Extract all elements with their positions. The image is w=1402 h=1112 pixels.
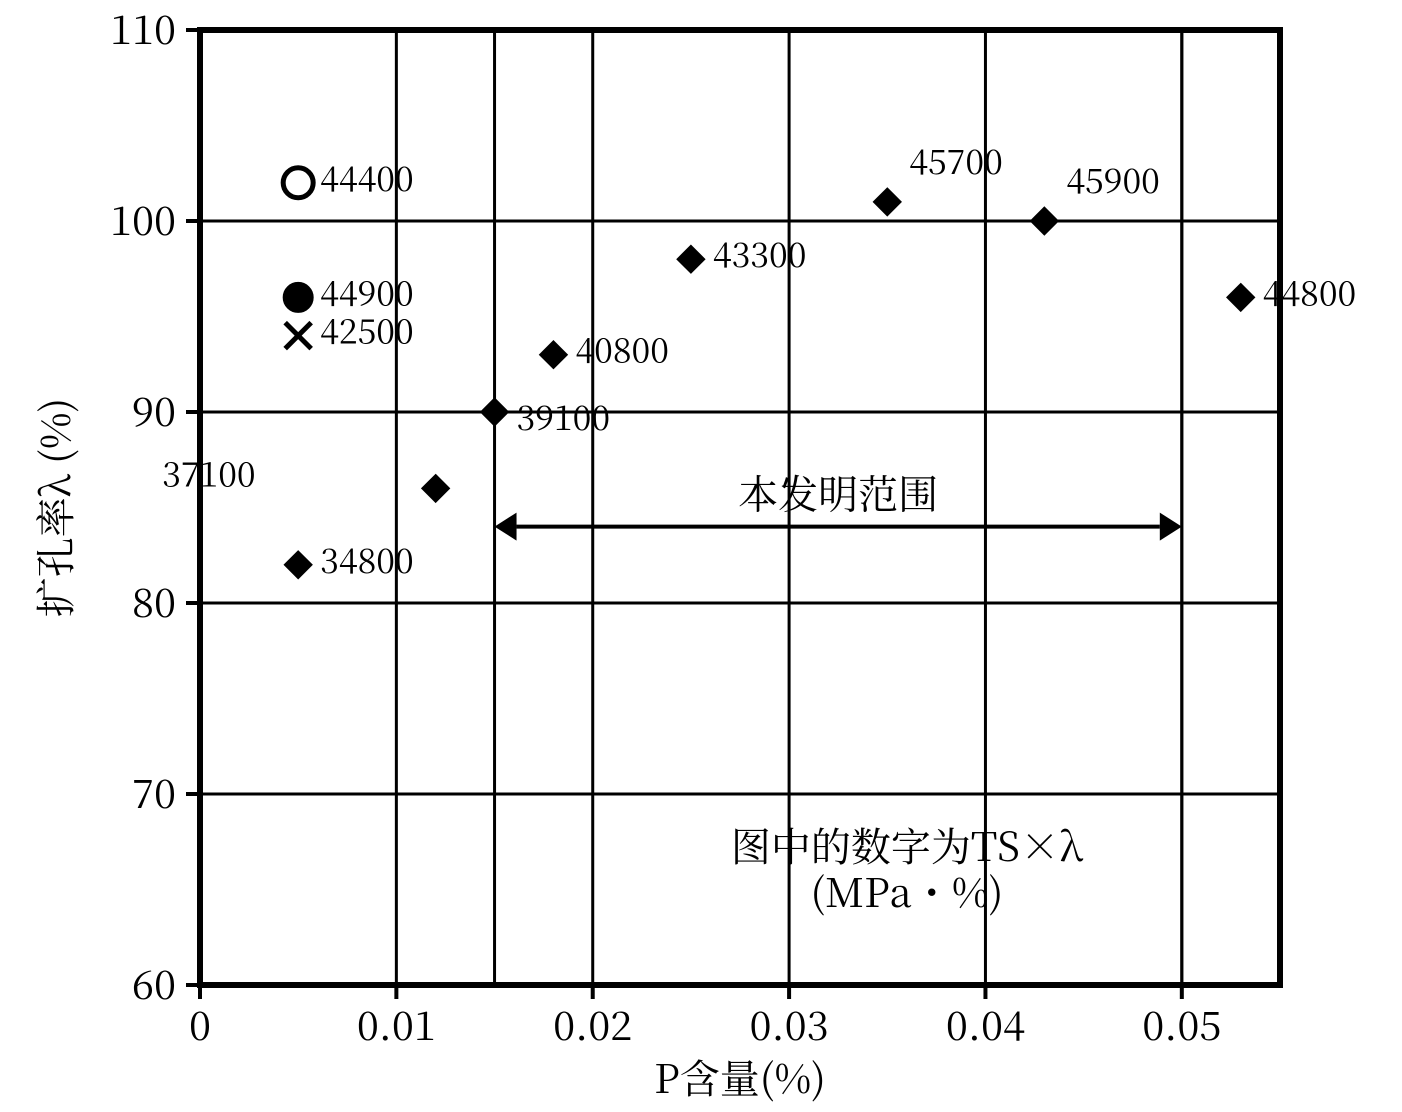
point-label: 39100 [517,391,611,440]
x-tick-label: 0.03 [750,995,829,1052]
point-label: 42500 [320,305,414,354]
y-tick-label: 100 [110,190,176,247]
point-label: 45900 [1066,154,1160,203]
point-label: 44400 [320,152,414,201]
y-tick-label: 70 [132,763,176,820]
range-label: 本发明范围 [738,464,938,521]
y-tick-label: 60 [132,954,176,1011]
point-label: 45700 [909,135,1003,184]
note-line2: (MPa・%) [811,862,1004,919]
y-tick-label: 90 [132,381,176,438]
x-tick-label: 0.05 [1142,995,1221,1052]
point-label: 34800 [320,534,414,583]
x-tick-label: 0.01 [357,995,436,1052]
x-tick-label: 0.04 [946,995,1025,1052]
point-label: 44800 [1263,266,1357,315]
point-label: 43300 [713,228,807,277]
y-axis-label: 扩孔率λ (%) [25,398,82,617]
x-tick-label: 0.02 [553,995,632,1052]
x-axis-label: P含量(%) [654,1048,826,1105]
point-label: 40800 [575,324,669,373]
point-label: 37100 [162,447,256,496]
scatter-chart: 0 0.01 0.02 0.03 0.04 0.05 60 70 80 90 100 110 P含量(%… [0,0,1402,1112]
x-tick-label: 0 [189,995,211,1052]
y-tick-label: 80 [132,572,176,629]
chart-container: { "chart":{ "type":"scatter", "backgroun… [0,0,1402,1112]
filled-circle-marker [283,282,313,312]
y-tick-label: 110 [110,0,176,56]
